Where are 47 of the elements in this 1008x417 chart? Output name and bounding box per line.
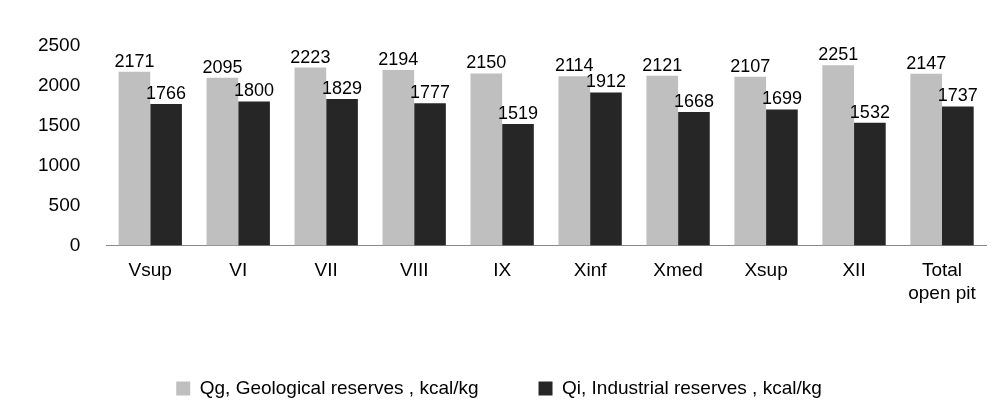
x-tick-label: Xsup: [744, 259, 788, 281]
bar: [150, 104, 182, 246]
data-label: 1699: [761, 88, 802, 109]
x-tick-label: Xinf: [573, 259, 608, 281]
legend-label: Qg, Geological reserves , kcal/kg: [199, 376, 479, 398]
y-tick-label: 1000: [37, 153, 81, 175]
data-label: 2171: [114, 50, 155, 71]
x-tick-label: Vsup: [128, 259, 172, 281]
bar: [414, 103, 446, 246]
bar: [238, 101, 270, 246]
x-tick-label: Total open pit: [908, 259, 977, 303]
x-tick-label: VIII: [399, 259, 429, 281]
data-label: 1777: [409, 82, 451, 103]
data-label: 2223: [290, 46, 331, 67]
x-tick-label: Xmed: [653, 259, 703, 281]
data-label: 2121: [642, 54, 683, 75]
data-label: 1829: [322, 78, 363, 99]
data-label: 2107: [730, 55, 771, 76]
data-label: 1668: [673, 90, 714, 111]
x-tick-label: VII: [314, 259, 338, 281]
bar: [942, 106, 974, 246]
bar: [678, 111, 710, 246]
data-label: 2095: [202, 56, 243, 77]
data-label: 2147: [906, 52, 947, 73]
y-tick-label: 500: [48, 193, 81, 215]
bar: [590, 92, 622, 246]
data-label: 1912: [585, 71, 626, 92]
data-label: 1766: [146, 83, 187, 104]
data-label: 1532: [849, 101, 890, 122]
x-tick-label: XII: [842, 259, 866, 281]
y-tick-label: 2000: [37, 73, 81, 95]
legend-label: Qi, Industrial reserves , kcal/kg: [562, 376, 822, 398]
bar: [854, 122, 886, 246]
data-label: 1800: [234, 80, 275, 101]
data-label: 2150: [466, 52, 507, 73]
y-tick-label: 2500: [37, 33, 81, 55]
bar: [766, 109, 798, 246]
data-label: 2251: [818, 44, 859, 65]
bar: [502, 123, 534, 246]
data-label: 1519: [497, 102, 539, 123]
data-label: 1737: [937, 85, 978, 106]
bar: [326, 99, 358, 246]
x-tick-label: IX: [493, 259, 512, 281]
data-label: 2194: [378, 48, 419, 69]
y-tick-label: 1500: [37, 113, 81, 135]
y-tick-label: 0: [69, 233, 81, 255]
x-tick-label: VI: [229, 259, 248, 281]
